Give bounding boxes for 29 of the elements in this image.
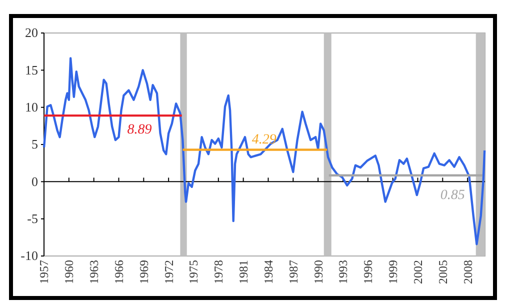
x-tick-label: 2002	[410, 260, 425, 284]
y-tick-label: 5	[32, 136, 38, 152]
annotation: 0.85	[440, 188, 465, 204]
x-tick-label: 1984	[261, 260, 276, 284]
y-tick-label: 0	[32, 174, 38, 189]
x-tick-label: 1987	[286, 260, 300, 284]
y-tick-label: 20	[25, 25, 38, 40]
x-tick-label: 1960	[62, 260, 76, 284]
annotation: 8.89	[127, 122, 152, 138]
x-tick-label: 1963	[87, 260, 102, 284]
x-tick-label: 2008	[460, 260, 475, 284]
x-tick-label: 1981	[236, 260, 251, 284]
y-tick-label: -10	[20, 248, 38, 264]
x-tick-label: 2005	[436, 260, 450, 284]
x-tick-label: 1996	[361, 260, 376, 284]
line-series	[42, 57, 486, 246]
x-tick-label: 1999	[386, 260, 400, 284]
x-tick-label: 1957	[37, 260, 52, 284]
x-tick-label: 1978	[212, 260, 226, 284]
annotation: 4.29	[252, 132, 276, 148]
x-tick-label: 1972	[162, 260, 176, 284]
x-tick-label: 1966	[112, 260, 126, 284]
y-tick-label: 15	[25, 62, 38, 78]
y-tick-label: 10	[25, 99, 38, 114]
y-tick-label: -5	[27, 210, 38, 226]
x-tick-label: 1975	[186, 260, 201, 284]
x-tick-label: 1990	[311, 260, 326, 284]
x-tick-label: 1969	[136, 260, 151, 284]
x-tick-label: 1993	[336, 260, 350, 284]
